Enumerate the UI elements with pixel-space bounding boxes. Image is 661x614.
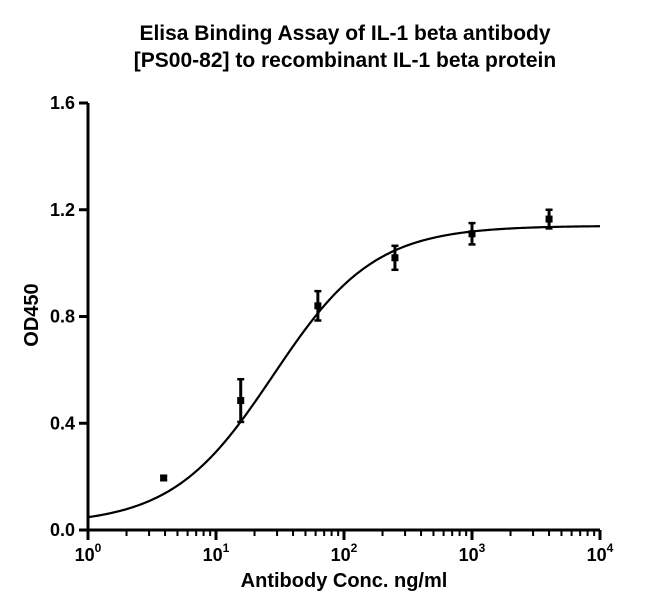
x-tick-exponent: 2 <box>351 541 358 555</box>
y-tick-label: 1.6 <box>50 93 75 113</box>
data-points <box>160 208 553 482</box>
chart-title-line-2: [PS00-82] to recombinant IL-1 beta prote… <box>133 49 557 72</box>
x-tick-exponent: 1 <box>223 541 230 555</box>
chart-title: Elisa Binding Assay of IL-1 beta antibod… <box>0 20 661 74</box>
x-axis-title: Antibody Conc. ng/ml <box>241 570 448 592</box>
x-tick-base: 10 <box>459 545 479 565</box>
x-tick-base: 10 <box>587 545 607 565</box>
x-tick-exponent: 3 <box>479 541 486 555</box>
x-tick-label: 103 <box>459 541 486 565</box>
fit-curve-group <box>87 225 601 519</box>
data-point <box>545 215 553 223</box>
x-tick-base: 10 <box>331 545 351 565</box>
y-tick-label: 0.4 <box>50 413 75 433</box>
x-tick-label: 101 <box>203 541 230 565</box>
fit-curve <box>87 225 601 519</box>
axes <box>86 103 600 532</box>
y-tick-label: 1.2 <box>50 200 75 220</box>
data-point <box>314 302 322 310</box>
y-tick-label: 0.0 <box>50 520 75 540</box>
chart-title-line-1: Elisa Binding Assay of IL-1 beta antibod… <box>139 22 551 45</box>
x-tick-exponent: 4 <box>607 541 614 555</box>
y-axis-title: OD450 <box>21 283 43 346</box>
x-tick-label: 102 <box>331 541 358 565</box>
data-point <box>160 474 168 482</box>
x-tick-label: 100 <box>75 541 102 565</box>
x-tick-base: 10 <box>75 545 95 565</box>
data-point <box>468 230 476 238</box>
data-point <box>391 254 399 262</box>
x-tick-label: 104 <box>587 541 614 565</box>
x-tick-exponent: 0 <box>95 541 102 555</box>
y-tick-label: 0.8 <box>50 307 75 327</box>
data-point <box>237 397 245 405</box>
x-tick-base: 10 <box>203 545 223 565</box>
